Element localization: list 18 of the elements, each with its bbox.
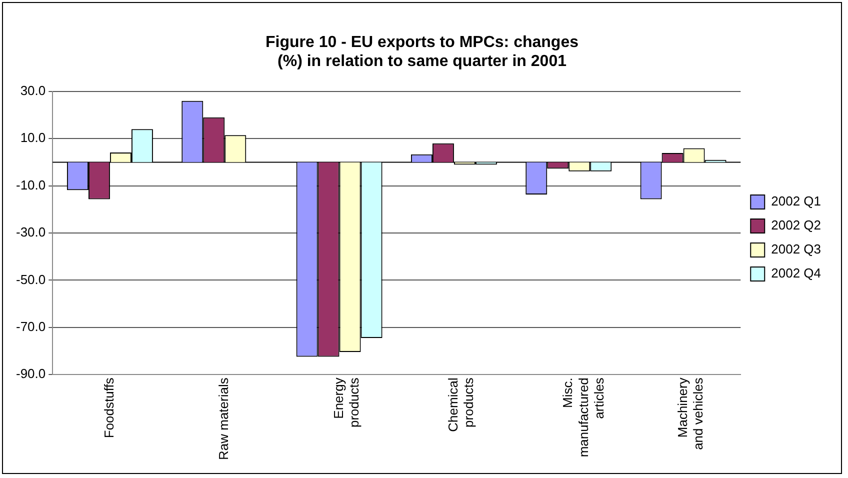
legend-label: 2002 Q3: [771, 242, 821, 257]
y-tick-label: -70.0: [16, 319, 46, 334]
legend-label: 2002 Q4: [771, 266, 821, 281]
x-tick-label: Misc. manufactured articles: [560, 377, 606, 458]
legend-label: 2002 Q1: [771, 194, 821, 209]
y-tick-label: -50.0: [16, 272, 46, 287]
y-tick-label: 30.0: [20, 82, 46, 98]
y-tick-label: -10.0: [16, 177, 46, 192]
chart-title: Figure 10 - EU exports to MPCs: changes (%) in relation to same quarter in 2001: [266, 34, 579, 70]
x-tick-label: Machinery and vehicles: [674, 377, 706, 450]
x-tick-label: Raw materials: [216, 377, 232, 460]
y-tick-label: 10.0: [20, 130, 46, 146]
x-tick-label: Foodstuffs: [102, 377, 117, 438]
y-tick-label: -30.0: [16, 224, 46, 240]
legend-label: 2002 Q2: [771, 218, 821, 233]
y-tick-label: -90.0: [16, 366, 46, 382]
x-tick-label: Energy products: [330, 377, 362, 428]
x-tick-label: Chemical products: [446, 377, 476, 432]
